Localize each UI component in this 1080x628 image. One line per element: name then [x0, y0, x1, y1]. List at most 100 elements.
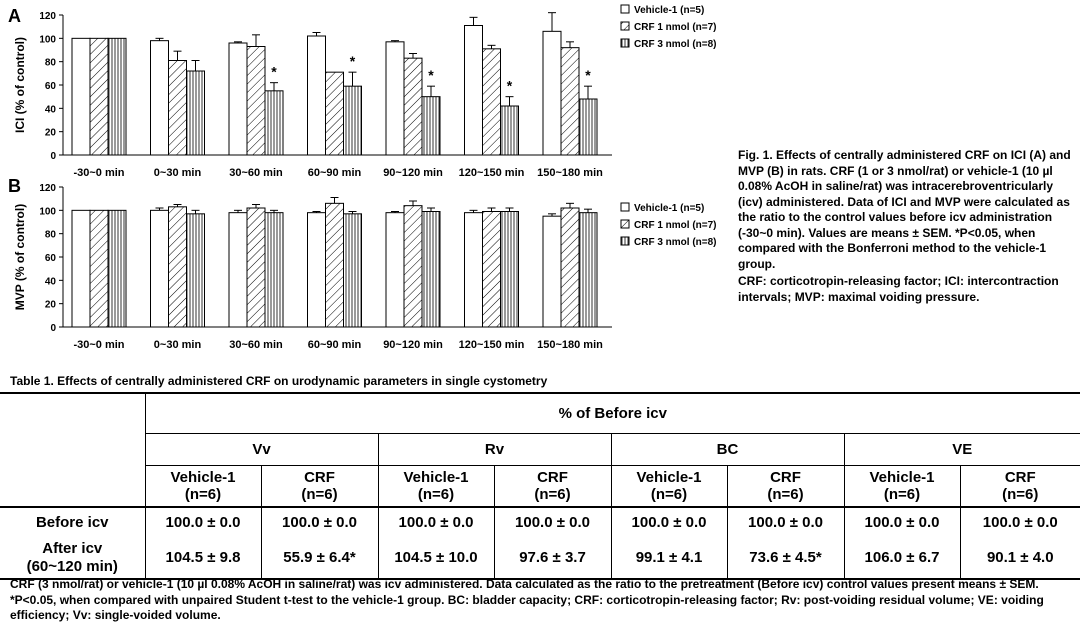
group-header: Vehicle-1 (n=6) — [610, 465, 727, 508]
figure-1-charts: A 0 20 40 60 80 100 120 ICI (% of control) -30~0 … — [8, 4, 717, 351]
x-tick-label: -30~0 min — [73, 167, 124, 179]
significance-marker: * — [350, 53, 356, 69]
group-n: (n=6) — [1002, 485, 1039, 503]
table-row: Before icv 100.0 ± 0.0 100.0 ± 0.0 100.0… — [0, 507, 1080, 537]
y-tick-label: 40 — [45, 104, 57, 115]
group-n: (n=6) — [417, 485, 455, 503]
y-tick-label: 60 — [45, 81, 57, 92]
bar — [307, 212, 326, 328]
y-tick-label: 100 — [39, 34, 56, 45]
bar — [482, 211, 501, 328]
bar — [421, 96, 441, 156]
y-tick-label: 20 — [45, 128, 57, 139]
table-cell: 73.6 ± 4.5* — [726, 537, 844, 580]
group-n: (n=6) — [184, 485, 222, 503]
bar — [560, 207, 580, 328]
legend-swatch — [620, 202, 630, 212]
row-label-line1: After icv — [42, 539, 103, 557]
figure-caption: Fig. 1. Effects of centrally administere… — [738, 148, 1074, 307]
y-tick-label: 120 — [39, 11, 56, 22]
legend-label: CRF 1 nmol (n=7) — [634, 22, 717, 33]
row-label: Before icv — [35, 513, 109, 531]
bar — [89, 209, 109, 328]
x-tick-label: 0~30 min — [154, 339, 202, 351]
legend-swatch — [620, 21, 630, 31]
table-title: Table 1. Effects of centrally administer… — [10, 374, 548, 388]
x-tick-label: 150~180 min — [537, 339, 603, 351]
group-name: Vehicle-1 — [869, 468, 935, 486]
significance-marker: * — [507, 78, 513, 94]
group-name: CRF — [1004, 468, 1036, 486]
table-row: After icv (60~120 min) 104.5 ± 9.8 55.9 ±… — [0, 537, 1080, 580]
bar — [168, 206, 187, 328]
bar — [464, 25, 483, 156]
bar — [542, 30, 562, 156]
x-tick-label: -30~0 min — [73, 339, 124, 351]
bar — [228, 42, 248, 156]
y-tick-label: 60 — [45, 253, 57, 264]
table-cell: 100.0 ± 0.0 — [144, 507, 261, 537]
group-header: CRF (n=6) — [493, 465, 611, 508]
group-name: CRF — [770, 468, 801, 486]
group-name: CRF — [537, 468, 568, 486]
bar — [560, 47, 580, 156]
table-1: % of Before icv Vv Rv BC VE Vehicle-1 (n=… — [0, 392, 1080, 580]
bar — [482, 48, 501, 156]
param-header-vv: Vv — [144, 433, 378, 466]
x-tick-label: 120~150 min — [459, 339, 525, 351]
bar — [343, 213, 362, 328]
bar — [325, 71, 344, 156]
bar — [246, 207, 266, 328]
bar — [107, 37, 127, 156]
table-cell: 104.5 ± 10.0 — [377, 537, 494, 580]
bar — [578, 98, 598, 156]
legend-swatch — [620, 4, 630, 14]
bar — [150, 209, 169, 328]
bar — [325, 202, 344, 328]
legend-label: Vehicle-1 (n=5) — [634, 5, 704, 16]
bar — [150, 40, 169, 156]
table-footnote: CRF (3 nmol/rat) or vehicle-1 (10 µl 0.0… — [10, 577, 1044, 622]
y-tick-label: 20 — [45, 300, 57, 311]
bar — [464, 212, 483, 328]
y-tick-label: 80 — [45, 58, 57, 69]
bar — [186, 213, 205, 328]
bar — [264, 212, 284, 328]
bar — [542, 215, 562, 328]
param-header-rv: Rv — [377, 433, 611, 466]
legend-label: Vehicle-1 (n=5) — [634, 203, 704, 214]
table-cell: 100.0 ± 0.0 — [726, 507, 844, 537]
chart-panel-a: A 0 20 40 60 80 100 120 ICI (% of control) -30~0 … — [8, 4, 717, 179]
bar — [264, 90, 284, 156]
group-name: Vehicle-1 — [636, 468, 702, 486]
caption-paragraph-1: Fig. 1. Effects of centrally administere… — [738, 148, 1071, 271]
table-cell: 100.0 ± 0.0 — [610, 507, 727, 537]
group-name: Vehicle-1 — [403, 468, 469, 486]
bar — [168, 60, 187, 156]
table-cell: 106.0 ± 6.7 — [843, 537, 960, 580]
bar — [385, 41, 405, 156]
y-tick-label: 100 — [39, 206, 56, 217]
panel-letter: A — [8, 6, 21, 26]
y-axis-label: ICI (% of control) — [13, 37, 27, 133]
group-header: CRF (n=6) — [726, 465, 844, 508]
row-label: After icv (60~120 min) — [0, 537, 145, 580]
row-label-line2: (60~120 min) — [26, 557, 118, 575]
bar — [403, 57, 423, 156]
bar — [500, 211, 519, 328]
significance-marker: * — [585, 67, 591, 83]
table-cell: 90.1 ± 4.0 — [959, 537, 1080, 580]
table-cell: 55.9 ± 6.4* — [260, 537, 378, 580]
group-n: (n=6) — [301, 485, 338, 503]
bar — [89, 37, 109, 156]
significance-marker: * — [271, 64, 277, 80]
y-tick-label: 80 — [45, 230, 57, 241]
x-tick-label: 150~180 min — [537, 167, 603, 179]
group-name: Vehicle-1 — [170, 468, 236, 486]
table-cell: 100.0 ± 0.0 — [493, 507, 611, 537]
significance-marker: * — [428, 67, 434, 83]
param-header-ve: VE — [843, 433, 1080, 466]
legend-label: CRF 3 nmol (n=8) — [634, 237, 717, 248]
y-tick-label: 120 — [39, 183, 56, 194]
bar — [246, 46, 266, 156]
